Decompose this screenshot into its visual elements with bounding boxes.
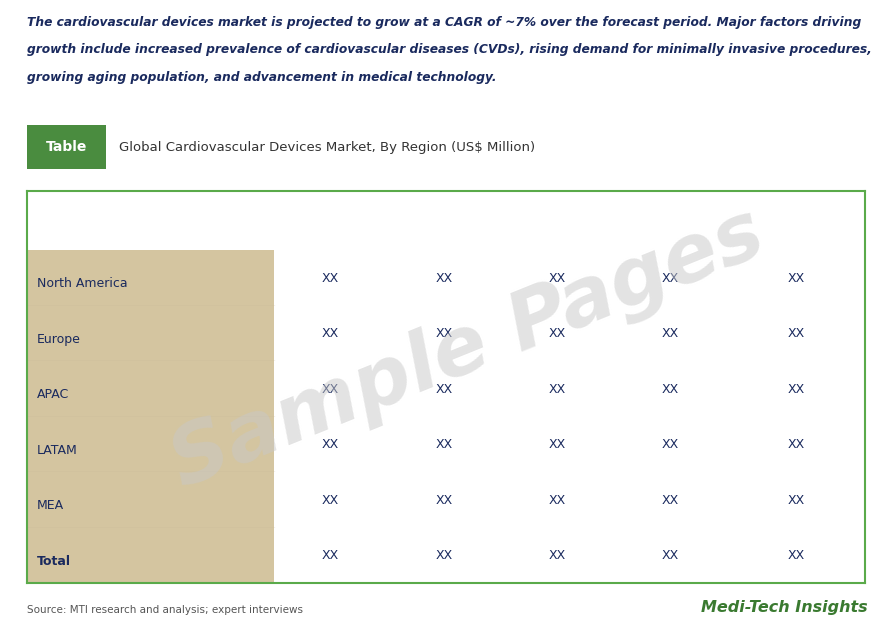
Text: Global Cardiovascular Devices Market, By Region (US$ Million): Global Cardiovascular Devices Market, By… (119, 141, 535, 153)
Text: XX: XX (548, 272, 566, 285)
Text: XX: XX (548, 549, 566, 562)
Text: XX: XX (548, 327, 566, 340)
Text: XX: XX (661, 327, 679, 340)
Bar (27, 361, 274, 417)
Text: 2023: 2023 (313, 214, 348, 227)
Text: XX: XX (322, 327, 339, 340)
Text: XX: XX (435, 272, 452, 285)
Bar (27, 250, 274, 306)
Bar (27, 528, 274, 583)
Text: LATAM: LATAM (36, 444, 77, 457)
Text: CAGR%
(2025-2030): CAGR% (2025-2030) (753, 207, 839, 235)
Text: Total: Total (36, 555, 71, 568)
Text: XX: XX (322, 382, 339, 396)
Text: XX: XX (788, 494, 805, 506)
Text: 2030: 2030 (652, 214, 688, 227)
Text: XX: XX (661, 382, 679, 396)
Text: North America: North America (36, 277, 127, 290)
Bar (27, 473, 274, 528)
Text: XX: XX (788, 272, 805, 285)
Text: Sample Pages: Sample Pages (159, 194, 775, 504)
Text: XX: XX (322, 438, 339, 451)
Text: The cardiovascular devices market is projected to grow at a CAGR of ~7% over the: The cardiovascular devices market is pro… (27, 16, 861, 29)
Text: 2024: 2024 (426, 214, 461, 227)
Text: XX: XX (788, 549, 805, 562)
Text: XX: XX (661, 272, 679, 285)
Text: XX: XX (548, 438, 566, 451)
Text: XX: XX (435, 549, 452, 562)
Text: Table: Table (46, 140, 87, 154)
Text: XX: XX (435, 327, 452, 340)
Text: XX: XX (548, 494, 566, 506)
Text: XX: XX (661, 494, 679, 506)
Text: XX: XX (788, 327, 805, 340)
Text: XX: XX (788, 438, 805, 451)
Text: XX: XX (435, 494, 452, 506)
Bar (27, 306, 274, 361)
Text: XX: XX (788, 382, 805, 396)
Text: APAC: APAC (36, 388, 69, 401)
Text: 2025: 2025 (539, 214, 574, 227)
Text: XX: XX (435, 382, 452, 396)
Text: Europe: Europe (36, 333, 81, 346)
Text: XX: XX (661, 438, 679, 451)
Bar (27, 417, 274, 473)
Text: XX: XX (548, 382, 566, 396)
Text: Medi-Tech Insights: Medi-Tech Insights (701, 600, 868, 615)
Bar (27, 125, 106, 169)
Text: XX: XX (661, 549, 679, 562)
Text: XX: XX (435, 438, 452, 451)
Text: growth include increased prevalence of cardiovascular diseases (CVDs), rising de: growth include increased prevalence of c… (27, 43, 871, 56)
Text: Source: MTI research and analysis; expert interviews: Source: MTI research and analysis; exper… (27, 605, 303, 615)
Text: XX: XX (322, 494, 339, 506)
Text: XX: XX (322, 272, 339, 285)
Text: MEA: MEA (36, 500, 64, 513)
Text: XX: XX (322, 549, 339, 562)
Text: Region: Region (126, 214, 174, 227)
Text: growing aging population, and advancement in medical technology.: growing aging population, and advancemen… (27, 71, 497, 84)
